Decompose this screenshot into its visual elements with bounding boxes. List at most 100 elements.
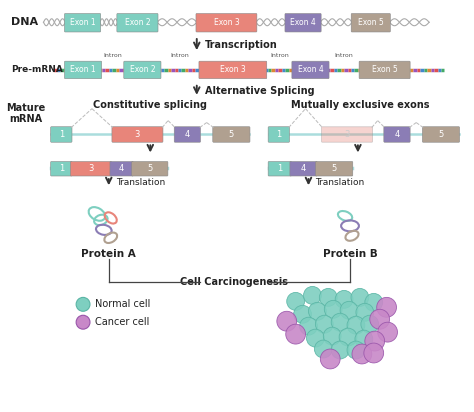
FancyBboxPatch shape [132,162,168,176]
Text: Alternative Splicing: Alternative Splicing [205,86,314,96]
Circle shape [331,313,349,331]
Text: Exon 2: Exon 2 [129,66,155,75]
Circle shape [347,341,365,359]
FancyBboxPatch shape [268,162,292,176]
Circle shape [364,343,383,363]
Text: Exon 3: Exon 3 [214,18,239,27]
Text: Normal cell: Normal cell [95,300,150,309]
FancyBboxPatch shape [292,61,329,79]
Circle shape [286,324,306,344]
FancyBboxPatch shape [316,162,353,176]
Circle shape [76,297,90,311]
Circle shape [294,305,311,323]
Text: Pre-mRNA: Pre-mRNA [11,66,63,75]
Circle shape [365,331,384,351]
Circle shape [365,293,383,311]
Circle shape [303,286,321,304]
FancyBboxPatch shape [290,162,317,176]
Text: Cell Carcinogenesis: Cell Carcinogenesis [180,277,288,288]
Circle shape [324,300,342,318]
FancyBboxPatch shape [321,127,373,142]
Text: Exon 5: Exon 5 [372,66,398,75]
Text: Translation: Translation [315,178,365,187]
Circle shape [309,302,326,320]
Text: Constitutive splicing: Constitutive splicing [93,100,207,110]
Circle shape [370,309,390,329]
Text: Mature
mRNA: Mature mRNA [6,103,46,124]
Circle shape [287,293,304,310]
FancyBboxPatch shape [196,14,257,32]
Circle shape [331,341,349,359]
Text: Protein B: Protein B [323,249,377,259]
Circle shape [352,344,372,364]
Text: DNA: DNA [11,17,38,27]
Text: 4: 4 [394,130,400,139]
Text: 3: 3 [88,164,94,173]
Text: 1: 1 [277,164,283,173]
Circle shape [319,288,337,306]
Text: Translation: Translation [116,178,165,187]
FancyBboxPatch shape [384,127,410,142]
Text: 1: 1 [276,130,282,139]
Circle shape [378,322,398,342]
FancyBboxPatch shape [285,14,321,32]
Text: 1: 1 [59,164,64,173]
FancyBboxPatch shape [64,14,100,32]
FancyBboxPatch shape [174,127,201,142]
FancyBboxPatch shape [71,162,111,176]
Text: Exon 1: Exon 1 [70,66,96,75]
Text: Exon 4: Exon 4 [290,18,316,27]
Text: 4: 4 [119,164,124,173]
FancyBboxPatch shape [110,162,133,176]
FancyBboxPatch shape [422,127,460,142]
Circle shape [314,340,332,358]
Text: Exon 1: Exon 1 [70,18,95,27]
Text: Cancer cell: Cancer cell [95,317,149,327]
Circle shape [339,328,357,346]
Text: 3: 3 [135,130,140,139]
Text: Exon 4: Exon 4 [298,66,323,75]
Circle shape [323,327,341,345]
FancyBboxPatch shape [51,127,72,142]
Circle shape [76,315,90,329]
Text: Transcription: Transcription [205,40,277,50]
FancyBboxPatch shape [64,61,101,79]
FancyBboxPatch shape [117,14,158,32]
FancyBboxPatch shape [268,127,290,142]
Circle shape [315,315,333,333]
Circle shape [300,317,318,335]
Text: 4: 4 [185,130,190,139]
Circle shape [347,316,365,334]
Text: 5: 5 [438,130,444,139]
FancyBboxPatch shape [112,127,163,142]
Text: Intron: Intron [335,53,354,58]
Circle shape [355,330,373,348]
Text: Protein A: Protein A [82,249,136,259]
Text: Mutually exclusive exons: Mutually exclusive exons [291,100,429,110]
Circle shape [356,303,374,321]
Text: Exon 2: Exon 2 [125,18,150,27]
Circle shape [320,349,340,369]
Text: Intron: Intron [103,53,122,58]
Circle shape [377,297,396,317]
FancyBboxPatch shape [124,61,161,79]
FancyBboxPatch shape [51,162,72,176]
Text: 5: 5 [332,164,337,173]
FancyBboxPatch shape [213,127,250,142]
Text: Exon 5: Exon 5 [358,18,383,27]
Text: Exon 3: Exon 3 [220,66,246,75]
Text: Intron: Intron [270,53,289,58]
Text: 3: 3 [344,130,350,139]
Text: Intron: Intron [171,53,189,58]
Circle shape [361,315,379,333]
Circle shape [335,290,353,308]
FancyBboxPatch shape [359,61,410,79]
FancyBboxPatch shape [351,14,391,32]
Circle shape [307,329,324,347]
Circle shape [277,311,297,331]
Text: 5: 5 [147,164,153,173]
Circle shape [340,301,358,319]
Text: 4: 4 [301,164,306,173]
Circle shape [351,288,369,306]
Text: 5: 5 [229,130,234,139]
